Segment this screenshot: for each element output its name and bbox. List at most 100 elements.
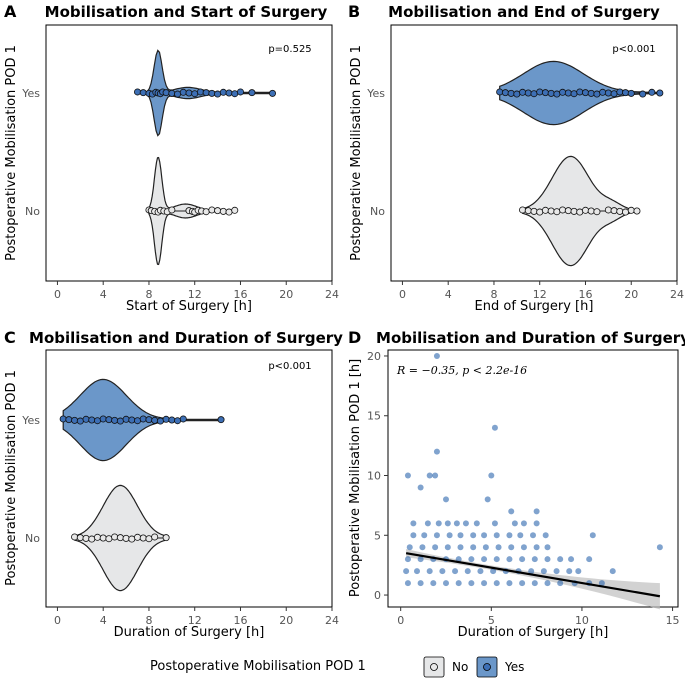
violin-point: [559, 88, 567, 96]
panel-a-title: Mobilisation and Start of Surgery: [45, 3, 328, 21]
violin-point: [65, 416, 73, 424]
violin-point: [139, 534, 147, 542]
scatter-point: [433, 532, 440, 539]
violin-point: [208, 206, 216, 214]
scatter-point: [506, 532, 513, 539]
x-tick-label: 0: [397, 614, 404, 627]
violin-point: [633, 207, 641, 215]
panel-b-title: Mobilisation and End of Surgery: [388, 3, 660, 21]
panel-c-title: Mobilisation and Duration of Surgery: [29, 329, 343, 347]
panel-b: B Mobilisation and End of Surgery 0 4 8 12 1…: [348, 2, 684, 314]
scatter-point: [404, 556, 411, 563]
violin-point: [82, 534, 90, 542]
violin-point: [236, 88, 244, 96]
scatter-point: [586, 556, 593, 563]
violin-point: [530, 207, 538, 215]
scatter-point: [452, 568, 459, 575]
scatter-point: [481, 532, 488, 539]
violin-point: [656, 89, 664, 97]
violin-point: [231, 206, 239, 214]
scatter-point: [493, 556, 500, 563]
scatter-point: [517, 532, 524, 539]
violin-point: [599, 88, 607, 96]
violin-point: [536, 88, 544, 96]
violin-point: [162, 89, 170, 97]
x-tick-label: 0: [54, 288, 61, 301]
scatter-point: [419, 544, 426, 551]
violin-point: [134, 88, 142, 96]
scatter-point: [410, 520, 417, 527]
panel-a-x-ticks: 0 4 8 12 16 20 24: [54, 281, 339, 301]
scatter-point: [533, 520, 540, 527]
panel-a-x-label: Start of Surgery [h]: [126, 299, 252, 314]
x-tick-label: 16: [233, 614, 247, 627]
violin-point: [93, 533, 101, 541]
violin-point: [174, 417, 182, 425]
panel-a-p-value: p=0.525: [268, 44, 311, 55]
scatter-point: [531, 556, 538, 563]
violin-point: [145, 535, 153, 543]
violin-point: [627, 206, 635, 214]
violin-point: [225, 208, 233, 216]
panel-c-violins: [59, 378, 225, 592]
scatter-point: [481, 580, 488, 587]
scatter-point: [417, 556, 424, 563]
scatter-point: [482, 544, 489, 551]
violin-point: [88, 416, 96, 424]
scatter-point: [464, 568, 471, 575]
violin-point: [627, 89, 635, 97]
scatter-point: [417, 484, 424, 491]
scatter-point: [493, 580, 500, 587]
panel-b-p-value: p<0.001: [612, 44, 655, 55]
violin-point: [71, 533, 79, 541]
x-tick-label: 8: [490, 288, 497, 301]
scatter-point: [530, 532, 536, 539]
violin-point: [76, 417, 84, 425]
y-tick-label: Yes: [366, 87, 385, 100]
scatter-point: [433, 448, 440, 455]
scatter-point: [533, 544, 540, 551]
violin-point: [547, 89, 555, 97]
scatter-point: [598, 580, 605, 587]
scatter-point: [566, 568, 573, 575]
scatter-point: [553, 568, 560, 575]
violin-point: [610, 90, 618, 98]
violin-point: [513, 90, 521, 98]
y-tick-label: 15: [367, 410, 381, 423]
scatter-point: [468, 580, 475, 587]
panel-b-x-ticks: 0 4 8 12 16 20 24: [399, 281, 684, 301]
violin-point: [547, 207, 555, 215]
violin-point: [587, 207, 595, 215]
violin-point: [156, 417, 164, 425]
y-tick-label: No: [25, 532, 40, 545]
panel-a-y-label: Postoperative Mobilisation POD 1: [4, 45, 19, 261]
violin-point: [524, 207, 532, 215]
violin-point: [116, 417, 124, 425]
violin-point: [145, 416, 153, 424]
x-tick-label: 20: [624, 288, 638, 301]
panel-b-x-label: End of Surgery [h]: [475, 299, 594, 314]
scatter-point: [457, 544, 464, 551]
violin-point: [536, 208, 544, 216]
x-tick-label: 16: [578, 288, 592, 301]
scatter-point: [488, 472, 495, 479]
x-tick-label: 20: [279, 614, 293, 627]
violin-point: [71, 416, 79, 424]
scatter-point: [495, 544, 502, 551]
violin-point: [610, 207, 618, 215]
violin-point: [622, 89, 630, 97]
scatter-point: [493, 532, 500, 539]
violin-point: [76, 534, 84, 542]
x-tick-label: 15: [666, 614, 680, 627]
panel-d-y-label: Postoperative Mobilisation POD 1 [h]: [348, 359, 363, 597]
violin-point: [593, 208, 601, 216]
panel-a-letter: A: [4, 2, 17, 21]
scatter-point: [481, 556, 488, 563]
panel-a: A Mobilisation and Start of Surgery 0 4 8 1…: [4, 2, 339, 314]
violin-point: [208, 89, 216, 97]
scatter-point: [477, 568, 484, 575]
violin-point: [116, 534, 124, 542]
scatter-point: [470, 532, 477, 539]
scatter-point: [414, 568, 420, 575]
